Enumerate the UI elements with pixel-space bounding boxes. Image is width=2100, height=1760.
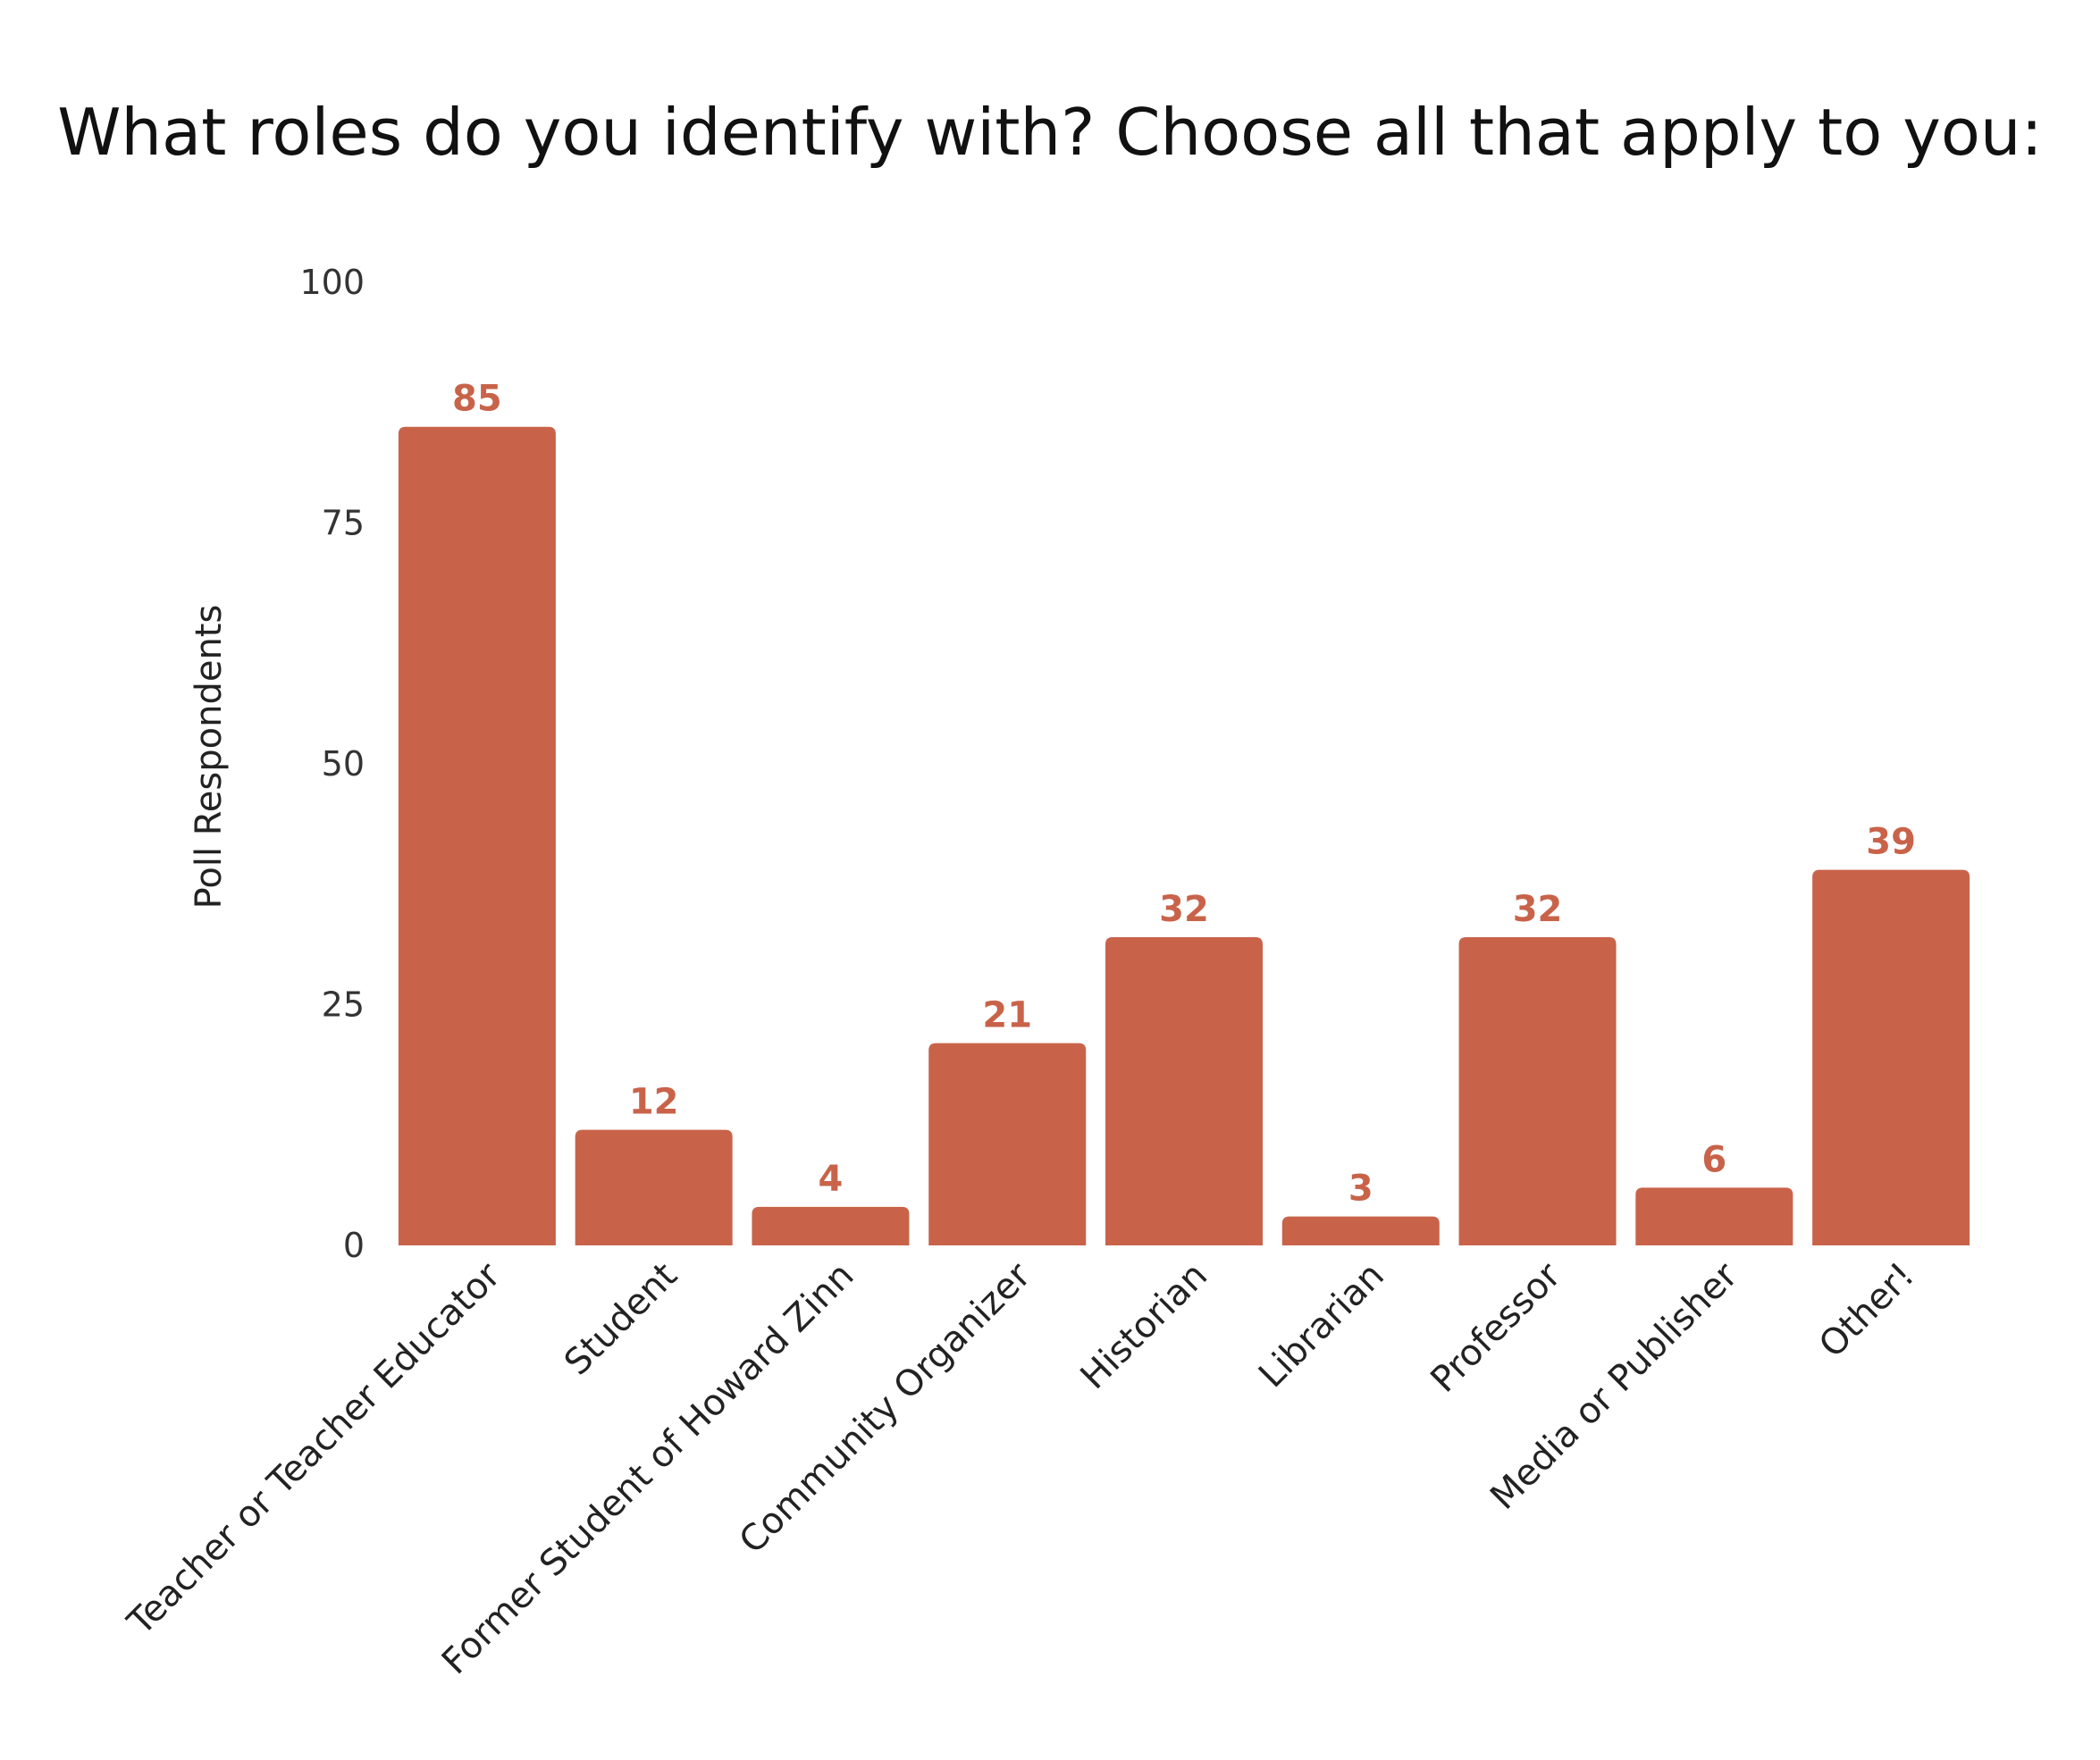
bar-value-label: 6 <box>1701 1139 1726 1180</box>
y-tick-label: 0 <box>343 1226 365 1265</box>
bar-value-label: 12 <box>629 1082 679 1123</box>
y-tick-label: 100 <box>299 263 365 302</box>
x-category-label: Historian <box>1073 1255 1216 1398</box>
bar-value-label: 85 <box>452 379 502 420</box>
bar-value-label: 39 <box>1866 822 1916 863</box>
bar-value-label: 21 <box>982 995 1032 1036</box>
bar <box>575 1129 733 1245</box>
y-axis-title: Poll Respondents <box>189 605 230 909</box>
y-tick-label: 50 <box>322 744 365 784</box>
bar <box>928 1043 1087 1245</box>
x-category-label: Other! <box>1811 1255 1922 1366</box>
x-category-label: Teacher or Teacher Educator <box>120 1254 509 1644</box>
bar <box>1635 1187 1793 1245</box>
x-category-label: Professor <box>1423 1254 1569 1401</box>
bar <box>1458 937 1617 1245</box>
bar <box>1812 869 1970 1245</box>
bar-value-label: 4 <box>819 1159 844 1200</box>
bar <box>752 1206 910 1245</box>
bar-value-labels: 85 12 4 21 32 3 32 6 39 <box>452 379 1916 1210</box>
bar <box>1281 1216 1440 1245</box>
chart-title: What roles do you identify with? Choose … <box>57 95 2043 170</box>
x-axis-category-labels: Teacher or Teacher Educator StudentFormer… <box>120 1254 1922 1682</box>
y-tick-label: 25 <box>322 985 365 1025</box>
x-category-label: Community Organizer <box>732 1254 1039 1562</box>
y-axis-title-group: Poll Respondents <box>189 605 230 909</box>
bar <box>1105 937 1263 1245</box>
bar <box>398 426 556 1245</box>
y-tick-label: 75 <box>322 504 365 543</box>
bar-value-label: 3 <box>1348 1169 1373 1210</box>
x-category-label: Student <box>557 1255 685 1384</box>
x-category-label: Librarian <box>1251 1255 1392 1396</box>
bar-value-label: 32 <box>1513 889 1563 930</box>
bar-value-label: 32 <box>1159 889 1209 930</box>
bars <box>398 426 1970 1245</box>
y-axis-ticks: 0 25 50 75 100 <box>299 263 365 1265</box>
